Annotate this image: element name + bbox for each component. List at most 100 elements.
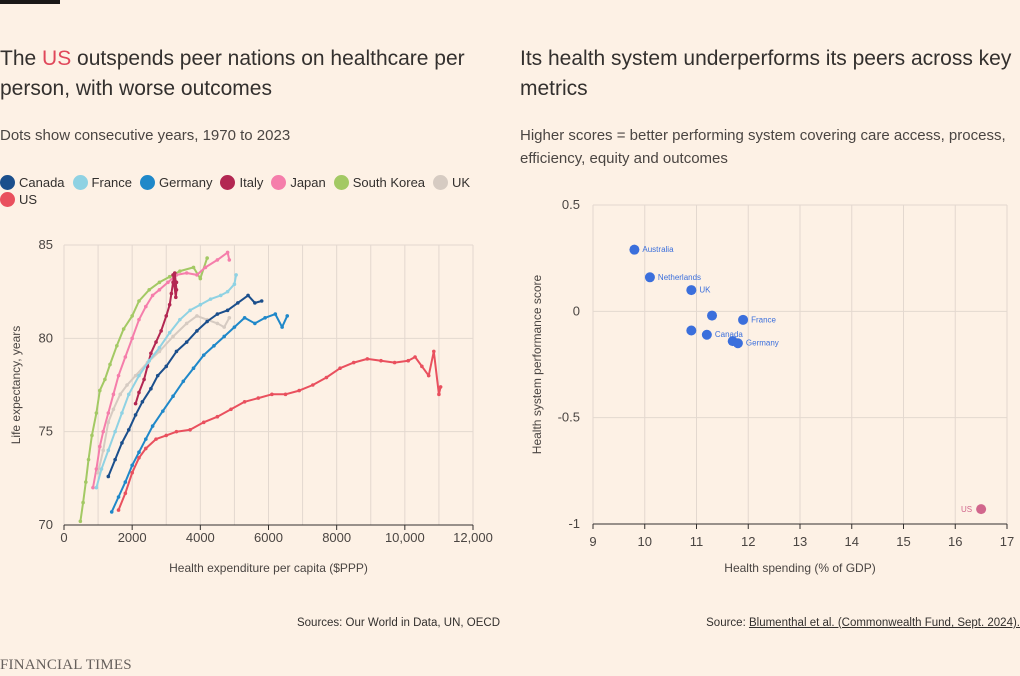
- point-label: Australia: [642, 245, 674, 254]
- data-point: [137, 299, 141, 303]
- y-tick-label: 0.5: [562, 197, 580, 212]
- data-point: [253, 321, 257, 326]
- data-point: [97, 388, 102, 393]
- data-point: [191, 265, 196, 270]
- series-japan: [91, 250, 232, 490]
- data-point: [413, 355, 417, 359]
- data-point: [227, 316, 232, 320]
- chart-legend: Canada France Germany Italy Japan South Korea…: [0, 174, 500, 208]
- legend-label: Germany: [159, 175, 213, 190]
- data-point: [111, 407, 116, 412]
- title-highlight: US: [42, 47, 72, 70]
- data-point: [90, 433, 94, 438]
- data-point: [109, 510, 114, 514]
- series-line-italy: [134, 272, 178, 404]
- legend-label: South Korea: [352, 175, 426, 190]
- data-point: [166, 280, 170, 285]
- data-point: [195, 273, 199, 277]
- data-point: [203, 265, 208, 270]
- data-point: [103, 377, 107, 382]
- data-point: [420, 364, 424, 369]
- data-point: [91, 485, 95, 490]
- data-point: [164, 364, 169, 369]
- legend-label: UK: [452, 175, 471, 190]
- point-label: Germany: [746, 339, 779, 348]
- data-point: [101, 448, 105, 453]
- y-tick-label: -1: [568, 516, 580, 531]
- data-point: [106, 420, 111, 425]
- data-point: [97, 444, 102, 449]
- y-tick-label: 0: [573, 303, 580, 318]
- series-line-uk: [97, 314, 231, 473]
- x-tick-label: 12: [741, 534, 755, 549]
- data-point: [149, 386, 153, 391]
- x-tick-label: 17: [1000, 534, 1014, 549]
- data-point: [108, 362, 112, 367]
- data-point: [222, 325, 226, 329]
- data-point: [324, 375, 329, 380]
- data-point: [144, 437, 148, 441]
- data-point: [130, 470, 134, 475]
- scatter-point: [707, 310, 718, 321]
- data-point: [147, 358, 152, 363]
- point-label: US: [961, 505, 972, 514]
- data-point: [133, 401, 138, 406]
- data-point: [297, 388, 301, 393]
- data-point: [167, 274, 172, 279]
- data-point: [188, 428, 192, 432]
- data-point: [178, 269, 182, 273]
- data-point: [120, 411, 124, 415]
- data-point: [137, 373, 141, 378]
- data-point: [130, 463, 134, 468]
- data-point: [154, 437, 158, 441]
- data-point: [130, 314, 134, 318]
- data-point: [195, 329, 199, 333]
- data-point: [195, 314, 199, 318]
- data-point: [178, 317, 182, 322]
- series-us: [116, 349, 443, 512]
- data-point: [184, 340, 189, 344]
- data-point: [406, 358, 411, 363]
- data-point: [365, 357, 370, 361]
- data-point: [285, 314, 290, 318]
- data-point: [81, 500, 85, 505]
- data-point: [225, 250, 230, 255]
- data-point: [259, 299, 264, 303]
- series-line-south-korea: [79, 257, 209, 522]
- data-point: [154, 340, 158, 344]
- data-point: [242, 400, 247, 404]
- data-point: [149, 351, 153, 356]
- data-point: [94, 467, 99, 471]
- data-point: [338, 366, 342, 370]
- data-point: [215, 414, 220, 419]
- right-source: Source: Blumenthal et al. (Commonwealth …: [706, 617, 1020, 629]
- data-point: [215, 258, 220, 262]
- data-point: [86, 457, 91, 462]
- data-point: [215, 321, 220, 326]
- y-axis-label: Health system performance score: [530, 274, 544, 454]
- x-tick-label: 15: [896, 534, 910, 549]
- data-point: [123, 355, 128, 359]
- y-tick-label: -0.5: [558, 410, 580, 425]
- data-point: [120, 441, 124, 445]
- data-point: [174, 429, 179, 434]
- data-point: [150, 424, 155, 428]
- data-point: [106, 474, 111, 479]
- scatter-point-us: [976, 504, 987, 515]
- legend-item-germany: Germany: [140, 174, 212, 191]
- data-point: [174, 349, 179, 354]
- data-point: [126, 392, 131, 397]
- x-tick-label: 14: [845, 534, 859, 549]
- legend-item-italy: Italy: [220, 174, 263, 191]
- data-point: [426, 373, 431, 378]
- data-point: [218, 293, 223, 298]
- data-point: [115, 344, 119, 348]
- source-link[interactable]: Blumenthal et al. (Commonwealth Fund, Se…: [748, 617, 1020, 629]
- data-point: [212, 344, 216, 348]
- data-point: [157, 288, 162, 292]
- left-chart-title: The US outspends peer nations on healthc…: [0, 47, 465, 100]
- data-point: [142, 377, 146, 382]
- legend-label: Canada: [19, 175, 65, 190]
- right-chart-subtitle: Higher scores = better performing system…: [520, 127, 1006, 167]
- scatter-point-australia: [629, 244, 640, 255]
